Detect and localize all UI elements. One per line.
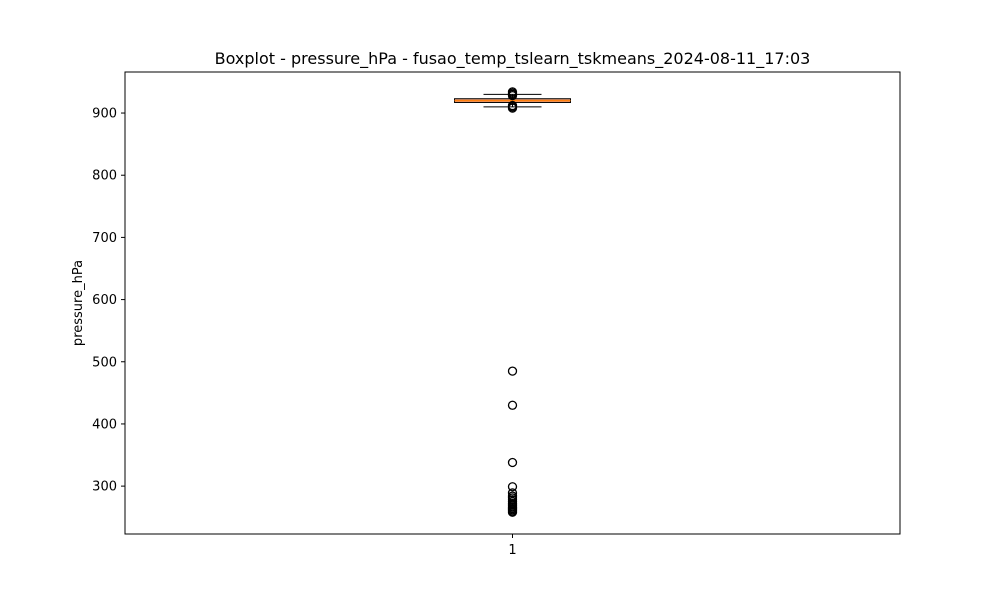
outlier-point — [507, 507, 518, 517]
outlier-point — [507, 90, 518, 101]
y-tick-label: 900 — [92, 107, 117, 122]
y-tick-label: 700 — [92, 231, 117, 246]
outlier-point — [507, 488, 518, 498]
y-tick-label: 500 — [92, 355, 117, 370]
outlier-point — [507, 103, 518, 113]
outlier-point — [507, 400, 518, 410]
y-tick-label: 300 — [92, 480, 117, 495]
plot-area — [124, 71, 901, 535]
y-tick-label: 400 — [92, 417, 117, 432]
x-tick-label: 1 — [508, 543, 516, 558]
chart-title: Boxplot - pressure_hPa - fusao_temp_tsle… — [215, 49, 811, 69]
outlier-point — [507, 366, 518, 376]
outlier-group — [507, 87, 518, 517]
x-axis: 1 — [508, 534, 517, 558]
y-axis: 300 400 500 600 700 800 900 — [92, 107, 125, 495]
outlier-point — [507, 457, 518, 468]
y-tick-label: 800 — [92, 169, 117, 184]
y-axis-label: pressure_hPa — [71, 260, 86, 346]
outlier-point — [507, 482, 518, 492]
y-tick-label: 600 — [92, 293, 117, 308]
